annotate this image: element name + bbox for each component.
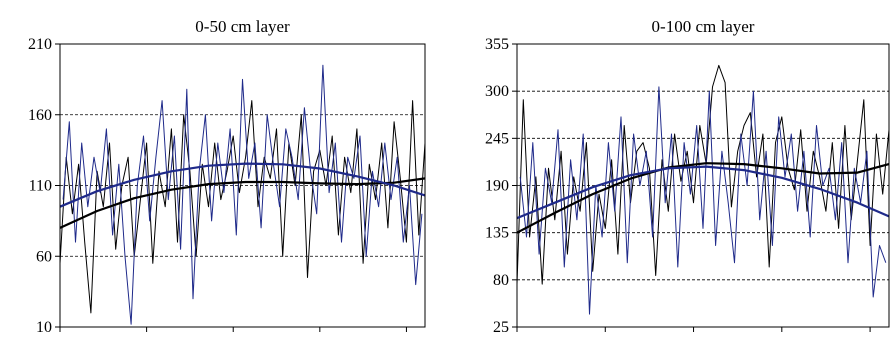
y-tick-label: 60 bbox=[36, 248, 52, 265]
series-line-0 bbox=[516, 64, 890, 285]
series-line-1 bbox=[519, 86, 887, 315]
chart-title: 0-50 cm layer bbox=[195, 17, 290, 36]
y-tick-label: 135 bbox=[485, 225, 509, 242]
y-tick-label: 210 bbox=[28, 36, 52, 53]
chart-panel-0-50cm: 0-50 cm layer 10 60 110 160 210 1970 1977 1984 19… bbox=[28, 17, 426, 338]
y-tick-label: 80 bbox=[493, 272, 509, 289]
trend-line-3 bbox=[516, 165, 890, 220]
y-tick-label: 10 bbox=[36, 319, 52, 336]
trend-line-2 bbox=[59, 177, 426, 229]
x-tick-label: 1977 bbox=[589, 336, 621, 338]
y-tick-label: 245 bbox=[485, 130, 509, 147]
chart-title: 0-100 cm layer bbox=[652, 17, 755, 36]
x-tick-label: 1998 bbox=[854, 336, 886, 338]
x-tick-label: 1991 bbox=[766, 336, 798, 338]
y-tick-label: 300 bbox=[485, 83, 509, 100]
x-tick-label: 1984 bbox=[678, 336, 710, 338]
x-tick-label: 1970 bbox=[44, 336, 76, 338]
x-tick-label: 1970 bbox=[501, 336, 533, 338]
y-tick-label: 355 bbox=[485, 36, 509, 53]
y-tick-label: 25 bbox=[493, 319, 509, 336]
y-tick-label: 190 bbox=[485, 178, 509, 195]
trend-line-2 bbox=[516, 162, 890, 234]
x-tick-label: 1977 bbox=[131, 336, 163, 338]
y-tick-label: 110 bbox=[29, 178, 52, 195]
trend-line-3 bbox=[59, 162, 426, 208]
y-tick-label: 160 bbox=[28, 107, 52, 124]
x-tick-label: 1984 bbox=[217, 336, 249, 338]
chart-panel-0-100cm: 0-100 cm layer 25 80 135 190 245 300 355 1970 197… bbox=[485, 17, 890, 338]
x-tick-label: 1991 bbox=[304, 336, 336, 338]
x-tick-label: 1998 bbox=[390, 336, 422, 338]
series-line-1 bbox=[62, 64, 423, 325]
